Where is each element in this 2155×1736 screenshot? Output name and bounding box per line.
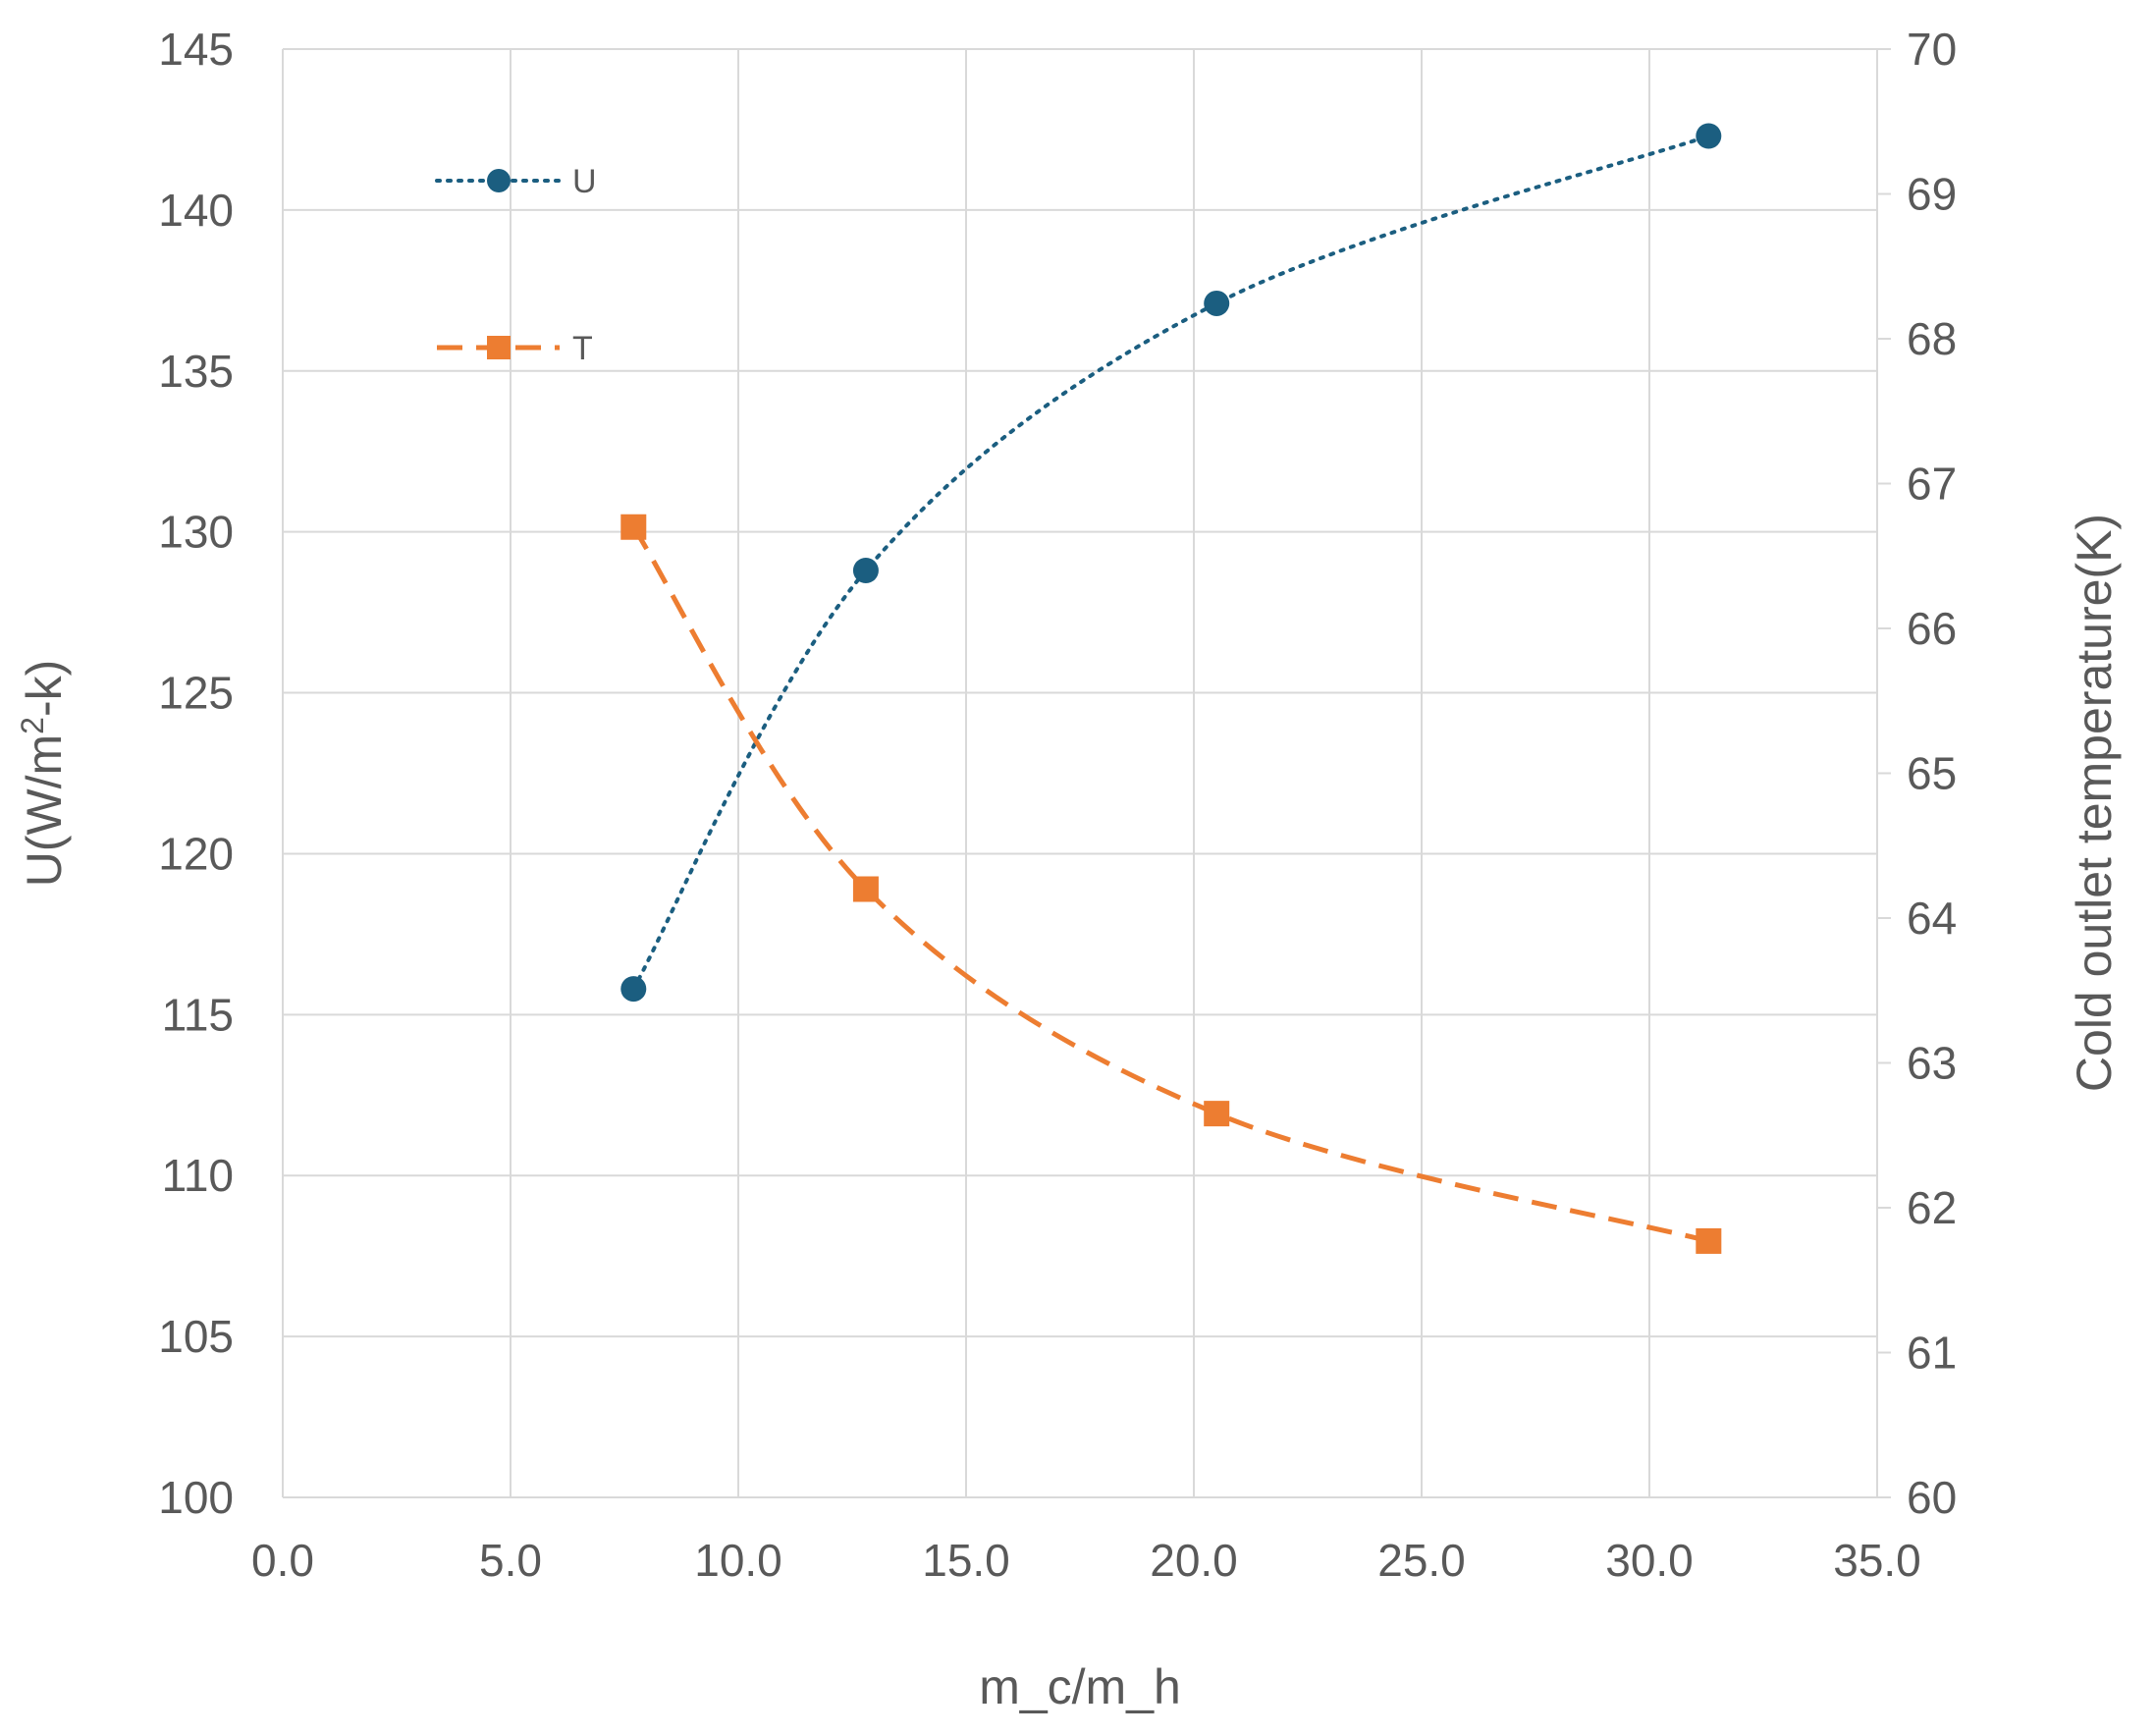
y-left-tick-label: 135 — [158, 346, 234, 397]
legend: UT — [435, 163, 597, 367]
y-left-tick-label: 120 — [158, 828, 234, 879]
y-left-title-part-2: -k) — [17, 660, 72, 717]
y-left-tick-label: 100 — [158, 1472, 234, 1523]
y-right-tick-label: 67 — [1907, 459, 1957, 510]
y-left-tick-label: 130 — [158, 507, 234, 558]
y-right-axis-title: Cold outlet temperature(K) — [2067, 514, 2122, 1092]
labels-layer: m_c/m_h U(W/m2-k) Cold outlet temperatur… — [15, 514, 2122, 1714]
y-right-tick-label: 68 — [1907, 313, 1957, 364]
y-right-tick-label: 69 — [1907, 169, 1957, 220]
series-T-point — [852, 876, 879, 902]
y-right-tick-label: 61 — [1907, 1328, 1957, 1379]
y-right-tick-label: 63 — [1907, 1038, 1957, 1089]
series-U-point — [1696, 123, 1722, 149]
series-U-point — [852, 558, 879, 583]
grid-layer — [282, 48, 1878, 1498]
y-left-tick-label: 125 — [158, 668, 234, 719]
series-T-point — [1696, 1227, 1722, 1254]
legend-U-label: U — [572, 163, 597, 200]
y-left-tick-label: 140 — [158, 185, 234, 236]
series-U-point — [620, 976, 647, 1003]
x-tick-label: 35.0 — [1833, 1535, 1921, 1586]
y-right-tick-label: 64 — [1907, 893, 1957, 944]
series-U-point — [1204, 290, 1230, 316]
axes-layer: 100 105 110 115 120 125 130 135 140 145 0.0 5.0 10.0… — [158, 24, 1957, 1586]
x-tick-label: 30.0 — [1605, 1535, 1694, 1586]
y-left-tick-label: 110 — [162, 1150, 234, 1201]
y-right-tick-label: 65 — [1907, 748, 1957, 799]
series-U-line — [631, 134, 1711, 992]
series-T-point — [1204, 1101, 1230, 1127]
x-tick-label: 20.0 — [1150, 1535, 1238, 1586]
y-left-tick-label: 115 — [162, 989, 234, 1040]
legend-T-label: T — [572, 330, 593, 367]
y-left-axis-title: U(W/m2-k) — [15, 660, 72, 888]
y-right-tick-label: 70 — [1907, 24, 1957, 75]
y-left-tick-label: 145 — [158, 24, 234, 75]
y-right-tick-label: 62 — [1907, 1182, 1957, 1233]
x-tick-label: 25.0 — [1377, 1535, 1466, 1586]
x-tick-label: 5.0 — [479, 1535, 542, 1586]
y-right-tick-label: 60 — [1907, 1472, 1957, 1523]
x-tick-label: 0.0 — [251, 1535, 314, 1586]
x-tick-label: 15.0 — [922, 1535, 1010, 1586]
x-tick-label: 10.0 — [694, 1535, 782, 1586]
series-layer — [620, 123, 1722, 1254]
y-left-title-part-1: U(W/m — [17, 734, 72, 888]
y-right-tick-label: 66 — [1907, 603, 1957, 654]
series-T-point — [620, 514, 647, 540]
series-U-point — [487, 169, 511, 192]
x-axis-title: m_c/m_h — [979, 1659, 1181, 1714]
series-T-line — [631, 525, 1709, 1244]
series-T-point — [487, 336, 511, 359]
y-left-title-superscript: 2 — [15, 717, 50, 734]
y-left-tick-label: 105 — [158, 1311, 234, 1362]
